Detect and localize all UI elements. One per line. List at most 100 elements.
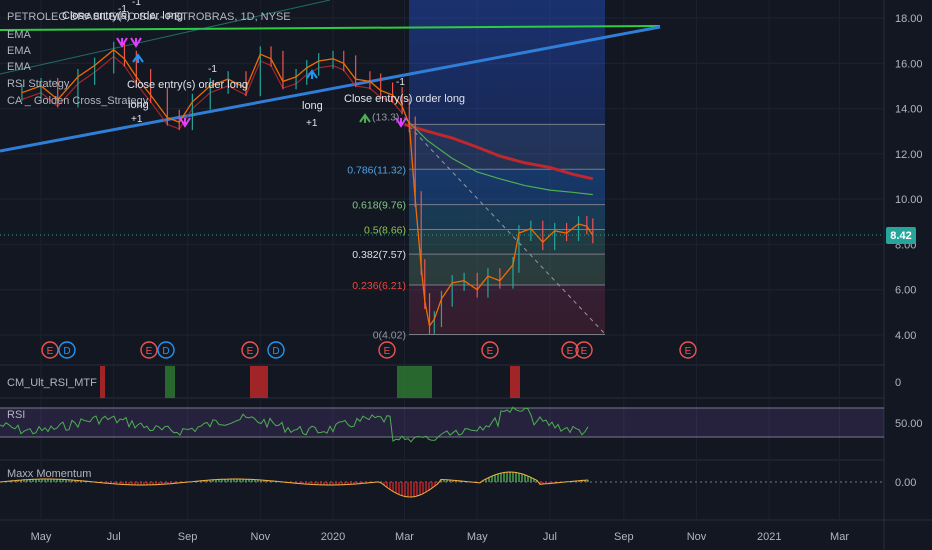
rsi-mtf-bar (510, 366, 520, 398)
svg-text:E: E (146, 346, 153, 357)
fib-label: 0.5(8.66) (364, 224, 406, 236)
annotation-plus-1b: +1 (306, 118, 318, 129)
fibonacci-zones[interactable] (409, 123, 605, 336)
signal-arrow-up-icon (306, 69, 318, 79)
svg-text:E: E (384, 346, 391, 357)
price-tick: 16.00 (895, 58, 923, 70)
last-price-label: 8.42 (890, 230, 911, 242)
legend[interactable]: PETROLEO BRASILEIRO S.A.- PETROBRAS, 1D,… (7, 11, 291, 107)
rsi-label[interactable]: RSI (7, 409, 25, 421)
annotation-close-entry-3: Close entry(s) order long (344, 93, 465, 105)
ema-lines (21, 55, 594, 196)
fibonacci-labels: 0.786(11.32) 0.618(9.76) 0.5(8.66) 0.382(7.… (347, 111, 406, 341)
annotation-plus-1: +1 (131, 114, 143, 125)
earnings-marker[interactable]: E (481, 341, 499, 359)
momentum-axis-tick: 0.00 (895, 477, 916, 489)
rsi-mtf-axis-tick: 0 (895, 377, 901, 389)
price-tick: 14.00 (895, 104, 923, 116)
momentum-pane[interactable]: Maxx Momentum 0.00 (0, 468, 916, 498)
rsi-mtf-bar (250, 366, 268, 398)
rsi-pane[interactable]: RSI 50.00 (0, 406, 923, 443)
fib-zone (409, 124, 605, 170)
indicator-ema-1[interactable]: EMA (7, 29, 32, 41)
earnings-marker[interactable]: E (378, 341, 396, 359)
svg-text:D: D (272, 346, 279, 357)
rsi-mtf-bar (397, 366, 432, 398)
annotation-minus-1b: -1 (132, 0, 141, 8)
last-price-box (886, 227, 916, 244)
rsi-mtf-label[interactable]: CM_Ult_RSI_MTF (7, 377, 97, 389)
strategy-annotations: Close entry(s) order long -1 -1 Close en… (62, 0, 465, 129)
signal-arrow-down-icon (179, 117, 191, 128)
price-series (21, 41, 594, 334)
trendlines[interactable] (0, 0, 661, 335)
time-tick: Jul (107, 531, 121, 543)
dividend-marker[interactable]: D (58, 341, 76, 359)
earnings-marker[interactable]: E (140, 341, 158, 359)
annotation-close-entry-1: Close entry(s) order long (62, 10, 183, 22)
annotation-close-entry-2: Close entry(s) order long (127, 79, 248, 91)
indicator-ema-3[interactable]: EMA (7, 61, 32, 73)
svg-text:D: D (162, 346, 169, 357)
time-tick: 2021 (757, 531, 781, 543)
price-tick: 18.00 (895, 13, 923, 25)
rsi-band (0, 408, 884, 437)
svg-text:E: E (47, 346, 54, 357)
time-tick: May (467, 531, 488, 543)
signal-arrow-down-icon (116, 37, 128, 48)
rsi-mtf-bar (100, 366, 105, 398)
momentum-label[interactable]: Maxx Momentum (7, 468, 91, 480)
price-tick: 12.00 (895, 149, 923, 161)
fib-label: 0.618(9.76) (352, 200, 406, 212)
rsi-mtf-bars (100, 366, 520, 398)
time-tick: May (31, 531, 52, 543)
price-line (21, 48, 594, 328)
signal-arrow-up-icon (359, 113, 371, 123)
time-tick: Sep (178, 531, 198, 543)
indicator-ema-2[interactable]: EMA (7, 45, 32, 57)
price-tick: 10.00 (895, 194, 923, 206)
fib-label: 0.236(6.21) (352, 280, 406, 292)
annotation-long-1: long (128, 99, 149, 111)
earnings-marker[interactable]: E (679, 341, 697, 359)
signal-arrow-up-icon (132, 53, 144, 63)
dividend-marker[interactable]: D (267, 341, 285, 359)
time-tick: Mar (830, 531, 849, 543)
price-tick: 6.00 (895, 285, 916, 297)
fib-zone (409, 204, 605, 230)
price-tick: 4.00 (895, 330, 916, 342)
last-price-badge: 8.42 (0, 227, 916, 244)
indicator-rsi-strategy[interactable]: RSI Strategy (7, 78, 70, 90)
time-axis[interactable]: May Jul Sep Nov 2020 Mar May Jul Sep Nov 2021 Mar (31, 531, 850, 543)
chart-title: PETROLEO BRASILEIRO S.A.- PETROBRAS, 1D,… (7, 11, 291, 23)
signal-arrow-down-icon (395, 117, 407, 128)
signal-arrow-down-icon (130, 37, 142, 48)
ema-line-pre (21, 55, 403, 130)
earnings-marker[interactable]: E (41, 341, 59, 359)
momentum-line (0, 471, 589, 498)
earnings-marker[interactable]: E (561, 341, 579, 359)
fib-zone (409, 229, 605, 255)
indicator-golden-cross[interactable]: CA _ Golden Cross_Strategy (7, 95, 149, 107)
earnings-marker[interactable]: E (241, 341, 259, 359)
svg-text:E: E (567, 346, 574, 357)
fib-zone (409, 284, 605, 335)
rsi-axis-tick: 50.00 (895, 418, 923, 430)
trendline-blue[interactable] (0, 25, 661, 153)
rsi-mtf-pane[interactable]: CM_Ult_RSI_MTF 0 (7, 366, 901, 398)
earnings-marker[interactable]: E (575, 341, 593, 359)
annotation-long-2: long (302, 100, 323, 112)
fib-label-top: (13.3) (372, 111, 399, 123)
time-tick: 2020 (321, 531, 345, 543)
rsi-line (0, 406, 589, 443)
trendline-channel[interactable] (0, 0, 331, 75)
fib-label: 0.786(11.32) (347, 164, 406, 176)
svg-text:E: E (581, 346, 588, 357)
time-tick: Nov (687, 531, 707, 543)
dividend-marker[interactable]: D (157, 341, 175, 359)
trendline-green[interactable] (0, 25, 661, 31)
annotation-minus-1: -1 (118, 4, 127, 15)
